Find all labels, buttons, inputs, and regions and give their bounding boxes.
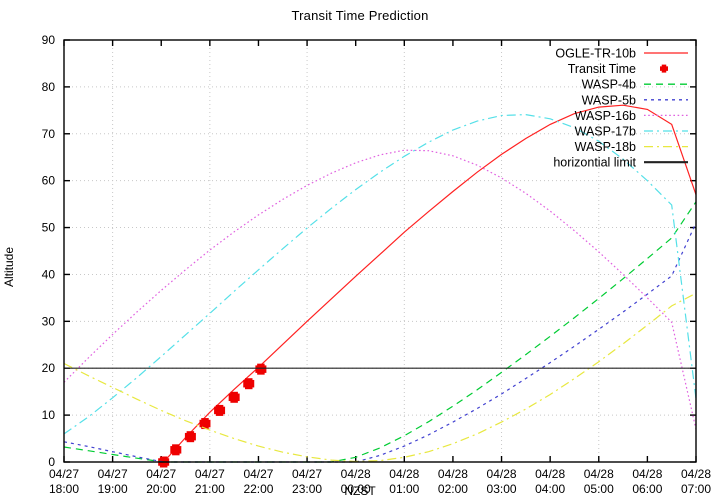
legend-label-3: WASP-5b	[582, 93, 636, 107]
y-axis-tick-label: 70	[42, 127, 56, 141]
x-axis-tick-label-date: 04/28	[341, 467, 371, 481]
x-axis-tick-label-time: 23:00	[292, 482, 322, 496]
y-axis-tick-label: 30	[42, 314, 56, 328]
x-axis-label: NZST	[344, 484, 376, 498]
legend-label-7: horizontial limit	[553, 156, 636, 170]
x-axis-tick-label-date: 04/28	[535, 467, 565, 481]
x-axis-tick-label-date: 04/28	[389, 467, 419, 481]
chart-title: Transit Time Prediction	[291, 8, 429, 23]
x-axis-tick-label-time: 21:00	[195, 482, 225, 496]
legend-label-2: WASP-4b	[582, 78, 636, 92]
y-axis-tick-label: 10	[42, 408, 56, 422]
x-axis-tick-label-date: 04/28	[438, 467, 468, 481]
x-axis-tick-label-time: 18:00	[49, 482, 79, 496]
x-axis-tick-label-date: 04/27	[195, 467, 225, 481]
x-axis-tick-label-time: 00:00	[341, 482, 371, 496]
series-line-3	[63, 222, 697, 463]
x-axis-tick-label-time: 22:00	[243, 482, 273, 496]
series-line-2	[63, 201, 697, 463]
y-axis-tick-label: 60	[42, 174, 56, 188]
x-axis-tick-label-time: 06:00	[632, 482, 662, 496]
plot-frame	[63, 39, 697, 463]
y-axis-tick-label: 20	[42, 361, 56, 375]
x-axis-tick-label-date: 04/28	[632, 467, 662, 481]
y-axis-tick-label: 0	[48, 455, 55, 469]
x-axis-tick-label-date: 04/27	[292, 467, 322, 481]
x-axis-tick-label-date: 04/28	[584, 467, 614, 481]
legend-label-6: WASP-18b	[575, 140, 636, 154]
x-axis-tick-label-date: 04/27	[98, 467, 128, 481]
x-axis-tick-label-date: 04/28	[681, 467, 711, 481]
legend-label-0: OGLE-TR-10b	[555, 47, 636, 61]
x-axis-tick-label-time: 20:00	[146, 482, 176, 496]
series-line-6	[63, 292, 697, 463]
series-line-0	[163, 104, 697, 463]
x-axis-tick-label-time: 02:00	[438, 482, 468, 496]
x-axis-tick-label-date: 04/27	[49, 467, 79, 481]
legend-label-1: Transit Time	[568, 62, 636, 76]
y-axis-tick-label: 50	[42, 221, 56, 235]
x-axis-tick-label-date: 04/28	[487, 467, 517, 481]
x-axis-tick-label-time: 07:00	[681, 482, 711, 496]
series-line-4	[63, 149, 697, 430]
x-axis-tick-label-time: 01:00	[389, 482, 419, 496]
y-axis-tick-label: 90	[42, 33, 56, 47]
x-axis-tick-label-date: 04/27	[243, 467, 273, 481]
y-axis-tick-label: 80	[42, 80, 56, 94]
x-axis-tick-label-time: 04:00	[535, 482, 565, 496]
legend-label-5: WASP-17b	[575, 125, 636, 139]
series-line-5	[63, 113, 697, 435]
x-axis-tick-label-time: 03:00	[487, 482, 517, 496]
x-axis-tick-label-time: 19:00	[98, 482, 128, 496]
y-axis-tick-label: 40	[42, 267, 56, 281]
legend-label-4: WASP-16b	[575, 109, 636, 123]
x-axis-tick-label-date: 04/27	[146, 467, 176, 481]
x-axis-tick-label-time: 05:00	[584, 482, 614, 496]
